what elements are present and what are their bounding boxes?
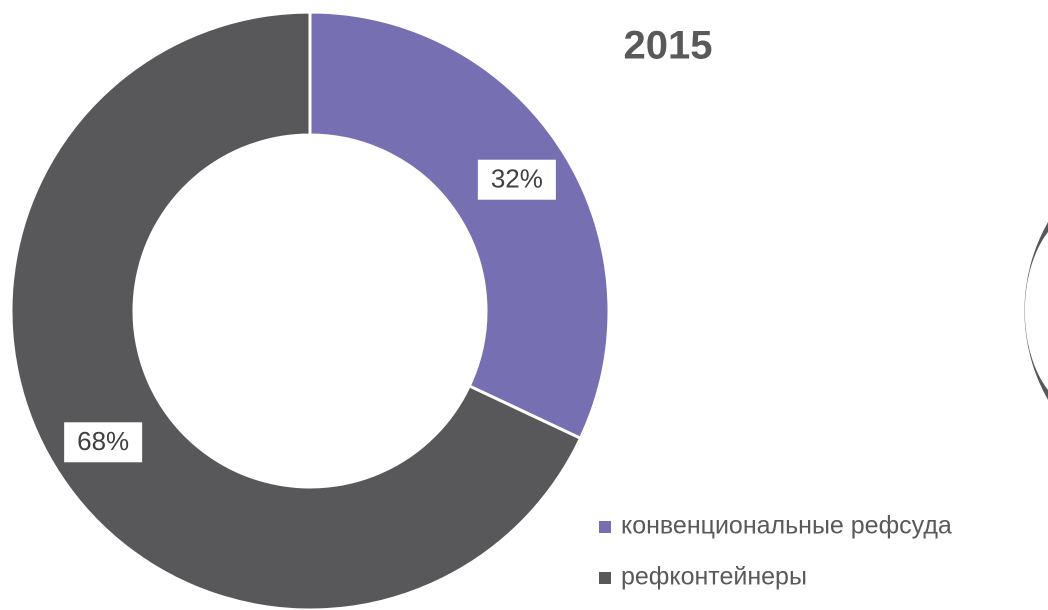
legend-label: конвенциональные рефсуда	[621, 512, 952, 540]
legend-marker	[599, 521, 611, 533]
legend-marker	[599, 572, 611, 584]
chart-title: 2015	[624, 24, 713, 68]
partial-chart	[1024, 222, 1048, 400]
data-label: 32%	[491, 164, 543, 194]
donut-slice	[308, 10, 611, 441]
donut-slice	[9, 10, 583, 610]
data-label-box	[64, 422, 143, 463]
data-label-box	[477, 159, 556, 200]
legend-label: рефконтейнеры	[621, 563, 807, 591]
data-label: 68%	[77, 426, 129, 456]
